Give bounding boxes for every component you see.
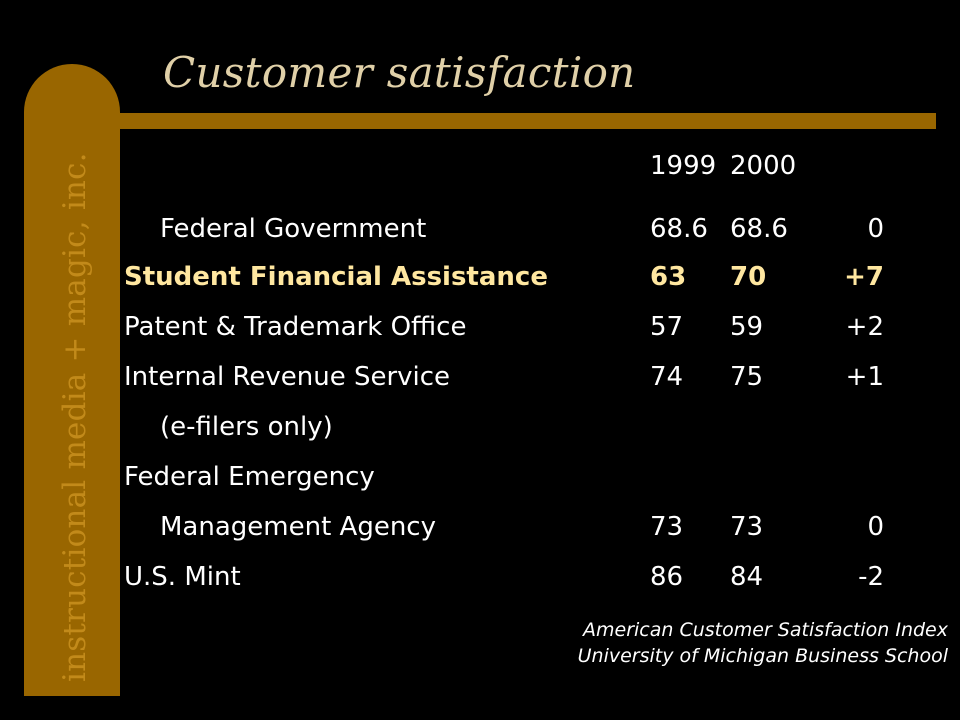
row-label: Student Financial Assistance	[124, 262, 548, 292]
row-value-2000: 84	[730, 562, 764, 592]
row-value-2000: 75	[730, 362, 764, 392]
table-row-us-mint: U.S. Mint 86 84 -2	[0, 557, 960, 597]
row-value-1999: 57	[650, 312, 684, 342]
row-label: Patent & Trademark Office	[124, 312, 467, 342]
row-value-2000: 59	[730, 312, 764, 342]
row-change: +2	[845, 312, 884, 342]
row-change: -2	[858, 562, 884, 592]
title-underline-bar	[120, 113, 936, 129]
row-value-1999: 74	[650, 362, 684, 392]
slide-title: Customer satisfaction	[163, 48, 636, 97]
row-label: Federal Emergency	[124, 462, 375, 492]
row-label: Internal Revenue Service	[124, 362, 451, 392]
row-change: +7	[844, 262, 884, 292]
table-row-management-agency: Management Agency 73 73 0	[0, 507, 960, 547]
row-value-1999: 86	[650, 562, 684, 592]
table-row-patent-trademark-office: Patent & Trademark Office 57 59 +2	[0, 307, 960, 347]
row-value-2000: 70	[730, 262, 767, 292]
table-row-student-financial-assistance: Student Financial Assistance 63 70 +7	[0, 257, 960, 297]
source-citation: American Customer Satisfaction Index Uni…	[578, 617, 948, 669]
row-value-2000: 68.6	[730, 214, 788, 244]
year-header-2000: 2000	[730, 151, 797, 181]
row-label: Federal Government	[160, 214, 427, 244]
source-line-index: American Customer Satisfaction Index	[583, 619, 948, 641]
row-value-1999: 63	[650, 262, 687, 292]
side-accent-bar	[24, 64, 120, 696]
row-change: +1	[845, 362, 884, 392]
year-header-1999: 1999	[650, 151, 717, 181]
row-change: 0	[867, 512, 884, 542]
table-row-internal-revenue-service: Internal Revenue Service 74 75 +1	[0, 357, 960, 397]
table-row-federal-government: Federal Government 68.6 68.6 0	[0, 209, 960, 249]
row-label: (e-filers only)	[160, 412, 333, 442]
table-row-e-filers-note: (e-filers only)	[0, 407, 960, 447]
row-label: U.S. Mint	[124, 562, 241, 592]
table-row-federal-emergency: Federal Emergency	[0, 457, 960, 497]
row-value-2000: 73	[730, 512, 764, 542]
row-change: 0	[867, 214, 884, 244]
row-label: Management Agency	[160, 512, 436, 542]
row-value-1999: 73	[650, 512, 684, 542]
source-line-school: University of Michigan Business School	[577, 645, 948, 667]
row-value-1999: 68.6	[650, 214, 708, 244]
